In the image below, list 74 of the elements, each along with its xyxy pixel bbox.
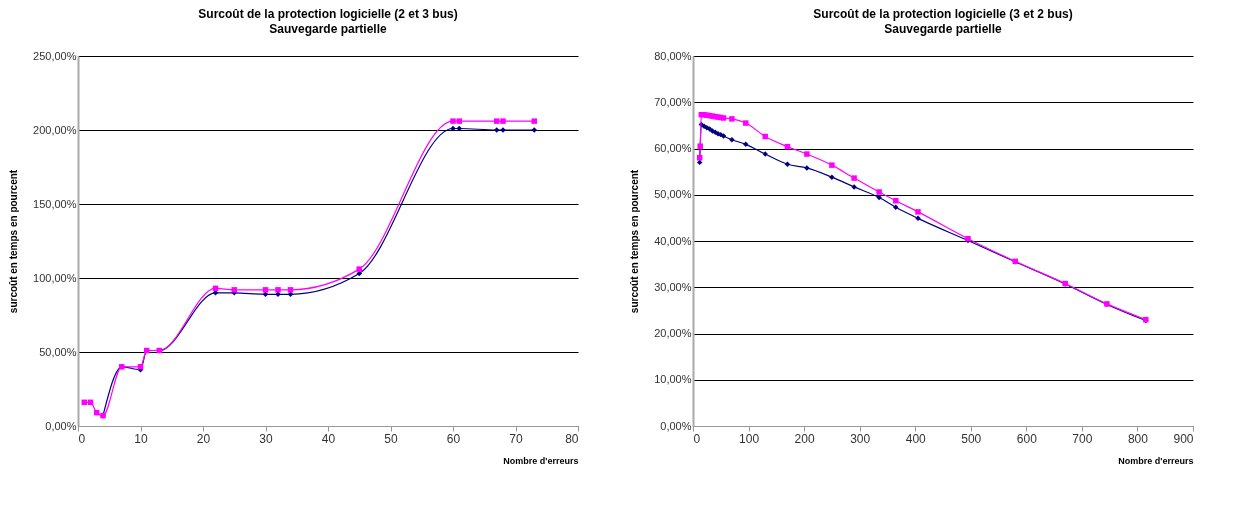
x-tick-label: 0 bbox=[693, 431, 701, 446]
point bbox=[893, 198, 899, 204]
point bbox=[262, 287, 269, 293]
x-tick-label: 900 bbox=[1173, 431, 1194, 446]
x-axis-title: Nombre d'erreurs bbox=[503, 455, 579, 466]
point bbox=[893, 204, 899, 210]
point bbox=[784, 161, 791, 167]
x-tick-label: 40 bbox=[321, 431, 336, 446]
y-tick-label: 150,00% bbox=[33, 197, 77, 210]
x-tick-label: 10 bbox=[134, 431, 148, 446]
x-tick-label: 100 bbox=[739, 431, 760, 446]
point bbox=[450, 118, 456, 124]
point bbox=[743, 141, 749, 148]
x-tick-label: 600 bbox=[1016, 431, 1038, 446]
point bbox=[212, 290, 219, 296]
x-tick-label: 400 bbox=[905, 431, 927, 446]
y-tick-label: 250,00% bbox=[33, 49, 77, 62]
chart-subtitle: Sauvegarde partielle bbox=[269, 22, 388, 36]
x-tick-label: 70 bbox=[509, 431, 523, 446]
point bbox=[915, 209, 921, 215]
x-tick-label: 50 bbox=[384, 431, 398, 446]
point bbox=[456, 125, 462, 132]
point bbox=[356, 266, 362, 272]
point bbox=[494, 118, 500, 124]
x-tick-label: 80 bbox=[565, 431, 579, 446]
x-tick-label: 20 bbox=[196, 431, 211, 446]
point bbox=[743, 120, 749, 126]
point bbox=[762, 151, 768, 157]
point bbox=[851, 175, 857, 181]
y-tick-label: 0,00% bbox=[45, 419, 77, 432]
point bbox=[829, 174, 835, 180]
x-tick-label: 500 bbox=[961, 431, 982, 446]
point bbox=[762, 133, 768, 140]
chart-title: Surcoût de la protection logicielle (2 et 3 bus) bbox=[198, 7, 458, 21]
x-tick-label: 800 bbox=[1127, 431, 1149, 446]
y-tick-label: 200,00% bbox=[33, 123, 77, 136]
point bbox=[829, 162, 835, 168]
point bbox=[287, 287, 294, 293]
x-tick-label: 200 bbox=[794, 431, 815, 446]
x-tick-label: 30 bbox=[259, 431, 273, 446]
x-tick-label: 700 bbox=[1072, 431, 1093, 446]
y-tick-label: 0,00% bbox=[660, 419, 692, 432]
point bbox=[804, 151, 810, 157]
x-tick-label: 60 bbox=[446, 431, 461, 446]
point bbox=[915, 215, 921, 222]
x-tick-label: 300 bbox=[850, 431, 871, 446]
point bbox=[500, 118, 506, 124]
point bbox=[729, 116, 735, 122]
x-axis-title: Nombre d'erreurs bbox=[1118, 455, 1194, 466]
chart-subtitle: Sauvegarde partielle bbox=[884, 22, 1003, 36]
y-tick-label: 50,00% bbox=[654, 188, 692, 201]
y-tick-label: 50,00% bbox=[39, 345, 77, 358]
y-tick-label: 20,00% bbox=[654, 327, 692, 339]
y-axis-title: surcoût en temps en pourcent bbox=[8, 169, 20, 314]
y-axis-title: surcoût en temps en pourcent bbox=[629, 169, 641, 314]
point bbox=[456, 118, 462, 124]
point bbox=[531, 118, 537, 124]
point bbox=[696, 159, 703, 166]
y-tick-label: 100,00% bbox=[33, 271, 77, 284]
y-tick-label: 60,00% bbox=[654, 142, 692, 154]
y-tick-label: 30,00% bbox=[654, 280, 692, 293]
point bbox=[356, 270, 362, 277]
point bbox=[876, 194, 882, 201]
y-tick-label: 70,00% bbox=[654, 95, 692, 108]
y-tick-label: 10,00% bbox=[654, 373, 692, 386]
point bbox=[275, 287, 281, 293]
x-tick-label: 0 bbox=[78, 431, 86, 446]
chart-title: Surcoût de la protection logicielle (3 et 2 bus) bbox=[813, 7, 1073, 21]
y-tick-label: 80,00% bbox=[654, 49, 692, 62]
point bbox=[729, 136, 735, 143]
point bbox=[450, 125, 456, 132]
point bbox=[876, 189, 882, 195]
point bbox=[697, 143, 703, 149]
y-tick-label: 40,00% bbox=[654, 234, 692, 247]
